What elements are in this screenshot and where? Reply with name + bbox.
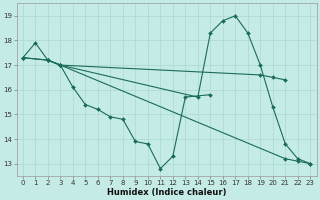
X-axis label: Humidex (Indice chaleur): Humidex (Indice chaleur) [107, 188, 226, 197]
